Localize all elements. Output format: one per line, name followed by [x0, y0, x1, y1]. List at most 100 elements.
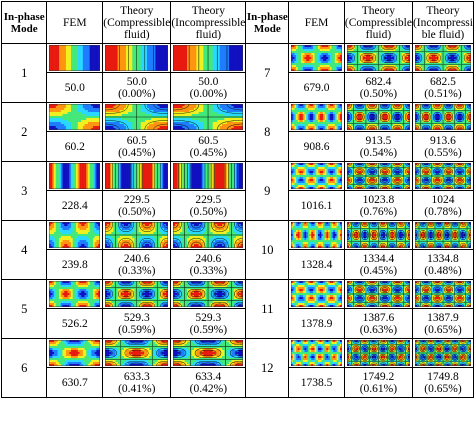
theory-compressible-mode-shape: [346, 281, 410, 307]
fem-frequency: 1328.4: [288, 249, 345, 280]
fem-frequency: 526.2: [46, 308, 104, 339]
header-row: In-phase Mode FEM Theory (Compressible f…: [0, 1, 474, 44]
fem-frequency: 679.0: [288, 72, 345, 103]
theory-incompressible-mode-shape-cell: [411, 338, 474, 368]
theory-incompressible-frequency: 913.6 (0.55%): [411, 131, 474, 162]
frequency-value: 633.4: [195, 370, 222, 383]
frequency-value: 529.3: [123, 311, 150, 324]
frequency-value: 1749.8: [427, 370, 459, 383]
theory-incompressible-frequency: 1387.9 (0.65%): [411, 308, 474, 339]
theory-compressible-mode-shape: [105, 281, 169, 307]
theory-incompressible-mode-shape-cell: [170, 43, 247, 73]
frequency-row: 50.0 50.0 (0.00%) 50.0 (0.00%) 679.0 682.4 (0.5…: [2, 72, 474, 103]
mode-number: 1: [0, 43, 48, 103]
error-percent: (0.33%): [189, 264, 228, 277]
error-percent: (0.59%): [189, 323, 228, 336]
theory-incompressible-mode-shape-cell: [170, 279, 247, 309]
theory-compressible-mode-shape-cell: [102, 220, 172, 250]
frequency-value: 1023.8: [362, 193, 395, 206]
theory-compressible-frequency: 1387.6 (0.63%): [343, 308, 413, 339]
error-percent: (0.65%): [424, 382, 462, 395]
theory-incompressible-frequency: 1024 (0.78%): [411, 190, 474, 221]
frequency-value: 60.5: [198, 134, 219, 147]
frequency-value: 50.0: [126, 75, 147, 88]
error-percent: (0.00%): [118, 87, 156, 100]
theory-compressible-mode-shape: [105, 104, 169, 130]
header-mode-right: In-phase Mode: [245, 1, 290, 44]
error-percent: (0.50%): [118, 205, 156, 218]
error-percent: (0.59%): [118, 323, 156, 336]
fem-mode-shape: [49, 163, 101, 189]
theory-compressible-mode-shape: [105, 45, 169, 71]
frequency-value: 240.6: [123, 252, 150, 265]
theory-incompressible-mode-shape: [414, 104, 471, 130]
theory-incompressible-frequency: 633.4 (0.42%): [170, 367, 247, 398]
theory-compressible-mode-shape: [105, 163, 169, 189]
fem-mode-shape-cell: [288, 102, 345, 132]
mode-shape-row: 4 10: [0, 220, 474, 280]
header-theory-incomp-right: Theory (Incompressi ble fluid): [411, 1, 474, 44]
fem-frequency: 239.8: [46, 249, 104, 280]
theory-incompressible-mode-shape-cell: [170, 220, 247, 250]
contour-lines: [414, 281, 471, 307]
fem-mode-shape: [49, 340, 101, 366]
contour-lines: [119, 45, 155, 71]
frequency-value: 682.5: [430, 75, 456, 88]
theory-incompressible-mode-shape-cell: [411, 102, 474, 132]
contour-lines: [414, 222, 471, 248]
theory-compressible-mode-shape-cell: [343, 220, 413, 250]
fem-mode-shape: [291, 163, 342, 189]
header-fem-left: FEM: [46, 1, 104, 44]
mode-number: 11: [245, 279, 290, 339]
inphase-mode-table: In-phase Mode FEM Theory (Compressible f…: [0, 1, 474, 398]
fem-frequency: 630.7: [46, 367, 104, 398]
frequency-value: 1334.8: [427, 252, 459, 265]
theory-incompressible-mode-shape-cell: [411, 279, 474, 309]
fem-mode-shape: [291, 104, 342, 130]
fem-mode-shape-cell: [288, 43, 345, 73]
frequency-row: 239.8 240.6 (0.33%) 240.6 (0.33%) 1328.4 1334.…: [2, 249, 474, 280]
fem-mode-shape: [291, 281, 342, 307]
contour-lines: [414, 45, 471, 71]
frequency-value: 529.3: [195, 311, 222, 324]
fem-mode-shape-cell: [46, 279, 104, 309]
theory-compressible-frequency: 60.5 (0.45%): [102, 131, 172, 162]
theory-compressible-frequency: 633.3 (0.41%): [102, 367, 172, 398]
theory-incompressible-mode-shape: [414, 45, 471, 71]
mode-number: 5: [0, 279, 48, 339]
contour-lines: [346, 104, 410, 130]
fem-mode-shape-cell: [46, 338, 104, 368]
fem-frequency: 50.0: [46, 72, 104, 103]
theory-incompressible-frequency: 229.5 (0.50%): [170, 190, 247, 221]
mode-number: 3: [0, 161, 48, 221]
contour-lines: [346, 340, 410, 366]
error-percent: (0.45%): [359, 264, 398, 277]
error-percent: (0.00%): [189, 87, 228, 100]
theory-compressible-frequency: 1749.2 (0.61%): [343, 367, 413, 398]
frequency-value: 1749.2: [362, 370, 395, 383]
fem-mode-shape: [291, 45, 342, 71]
theory-compressible-mode-shape-cell: [102, 338, 172, 368]
fem-frequency: 1738.5: [288, 367, 345, 398]
theory-compressible-mode-shape: [105, 340, 169, 366]
contour-lines: [414, 163, 471, 189]
theory-incompressible-frequency: 529.3 (0.59%): [170, 308, 247, 339]
theory-incompressible-mode-shape: [173, 281, 244, 307]
theory-incompressible-frequency: 60.5 (0.45%): [170, 131, 247, 162]
theory-compressible-mode-shape: [346, 45, 410, 71]
mode-number: 10: [245, 220, 290, 280]
error-percent: (0.55%): [424, 146, 462, 159]
fem-frequency: 908.6: [288, 131, 345, 162]
theory-compressible-mode-shape: [346, 340, 410, 366]
contour-lines: [189, 45, 228, 71]
error-percent: (0.45%): [189, 146, 228, 159]
error-percent: (0.41%): [118, 382, 156, 395]
mode-number: 12: [245, 338, 290, 398]
fem-mode-shape: [291, 222, 342, 248]
theory-compressible-mode-shape: [346, 104, 410, 130]
contour-lines: [173, 222, 244, 248]
contour-lines: [414, 340, 471, 366]
frequency-row: 228.4 229.5 (0.50%) 229.5 (0.50%) 1016.1 1023.…: [2, 190, 474, 221]
